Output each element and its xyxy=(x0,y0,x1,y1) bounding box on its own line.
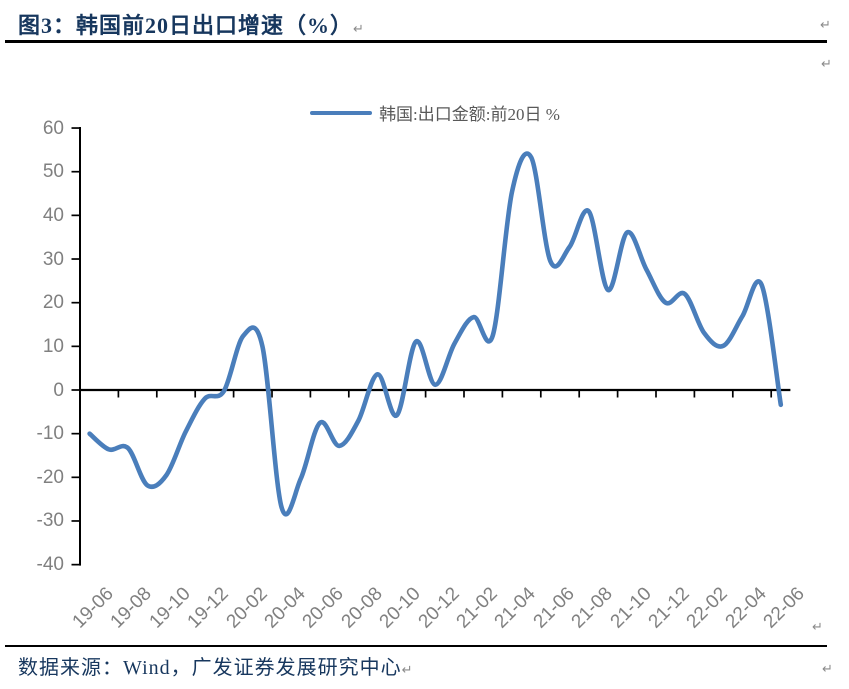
paragraph-mark-icon: ↵ xyxy=(820,18,831,33)
paragraph-mark-icon: ↵ xyxy=(353,22,365,37)
paragraph-mark-icon: ↵ xyxy=(822,662,833,677)
data-source: 数据来源：Wind，广发证券发展研究中心↵ xyxy=(18,657,414,679)
paragraph-mark-icon: ↵ xyxy=(401,663,414,678)
legend-line-swatch xyxy=(310,110,373,115)
series-line xyxy=(87,151,784,517)
y-tick-label: 20 xyxy=(42,292,64,314)
y-tick-label: 50 xyxy=(42,161,64,183)
title-divider xyxy=(5,40,827,43)
y-tick-label: 40 xyxy=(42,204,64,226)
chart-legend: 韩国:出口金额:前20日 % xyxy=(80,100,790,125)
y-tick-label: -30 xyxy=(36,510,64,532)
legend-label: 韩国:出口金额:前20日 % xyxy=(379,105,560,124)
footer-divider xyxy=(5,645,827,647)
paragraph-mark-icon: ↵ xyxy=(812,620,823,635)
y-tick-label: 60 xyxy=(42,117,64,139)
y-tick-label: -40 xyxy=(36,554,64,576)
y-tick-label: 0 xyxy=(53,379,64,401)
y-tick-label: -10 xyxy=(36,423,64,445)
axes xyxy=(71,127,791,566)
y-tick-label: -20 xyxy=(36,466,64,488)
y-tick-label: 30 xyxy=(42,248,64,270)
paragraph-mark-icon: ↵ xyxy=(821,57,832,72)
figure-title: 图3：韩国前20日出口增速（%）↵ xyxy=(18,13,365,38)
y-tick-label: 10 xyxy=(42,335,64,357)
